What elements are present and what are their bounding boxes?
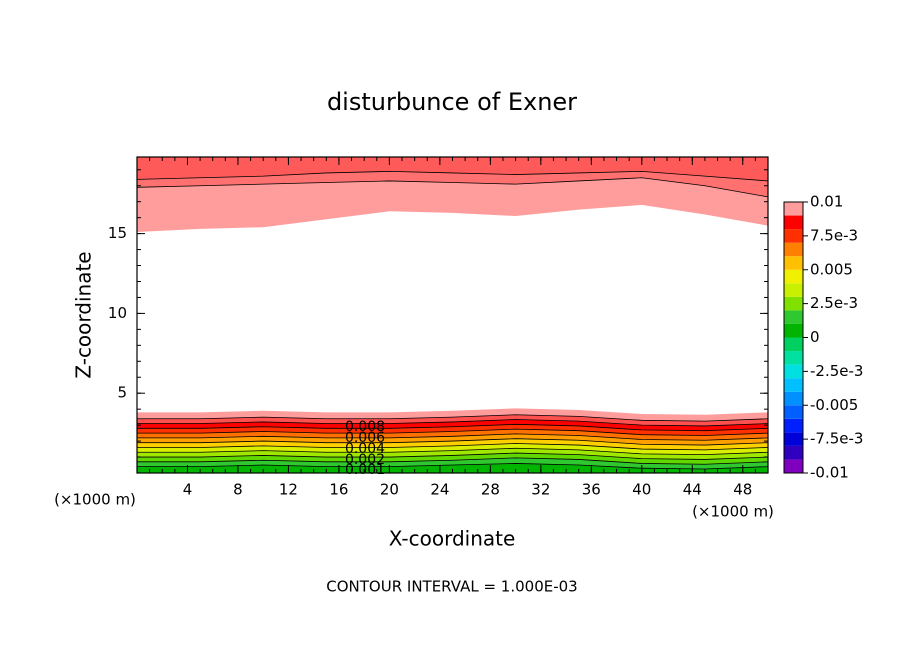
contour-line (137, 428, 769, 436)
colorbar-tick-label: 0.005 (810, 260, 853, 278)
colorbar-swatch (784, 269, 803, 284)
colorbar-swatch (784, 256, 803, 270)
chart-title: disturbunce of Exner (327, 88, 577, 116)
colorbar-swatch (784, 242, 803, 257)
colorbar-tick-label: 7.5e-3 (810, 226, 858, 244)
x-tick-label: 24 (430, 481, 449, 499)
contour-band (137, 448, 768, 460)
x-tick-label: 12 (279, 481, 298, 499)
y-tick-label: 15 (108, 224, 127, 242)
y-tick-label: 5 (117, 384, 127, 402)
contour-line (136, 177, 769, 198)
colorbar-tick-label: -0.01 (810, 464, 849, 482)
contour-line (137, 443, 769, 451)
colorbar-swatch (784, 296, 803, 311)
x-tick-label: 48 (733, 481, 752, 499)
colorbar-tick-label: -0.005 (810, 396, 858, 414)
y-tick-label: 10 (108, 304, 127, 322)
x-axis-label: X-coordinate (389, 527, 516, 551)
contour-line (137, 438, 769, 446)
colorbar-tick-label: 0 (810, 328, 820, 346)
colorbar-swatch (784, 323, 803, 338)
x-tick-label: 28 (481, 481, 500, 499)
x-tick-label: 36 (582, 481, 601, 499)
colorbar-swatch (784, 283, 803, 297)
colorbar-tick-label: -2.5e-3 (810, 362, 863, 380)
x-tick-label: 8 (233, 481, 243, 499)
colorbar-swatch (784, 459, 803, 473)
colorbar-tick-label: 2.5e-3 (810, 294, 858, 312)
colorbar-swatch (784, 405, 803, 419)
colorbar-swatch (784, 364, 803, 379)
x-tick-label: 16 (329, 481, 348, 499)
contour-line (137, 423, 769, 432)
x-tick-label: 32 (531, 481, 550, 499)
colorbar-swatch (784, 351, 803, 365)
x-tick-label: 20 (380, 481, 399, 499)
contour-band (137, 171, 768, 197)
contour-band (137, 424, 768, 436)
colorbar-swatch (784, 310, 803, 324)
contour-label: 0.004 (345, 441, 385, 457)
colorbar-swatch (784, 215, 803, 230)
colorbar-tick-label: 0.01 (810, 193, 843, 211)
colorbar-tick-label: -7.5e-3 (810, 430, 863, 448)
contour-label: 0.008 (345, 419, 385, 435)
x-tick-label: 40 (632, 481, 651, 499)
contour-line (137, 463, 769, 470)
colorbar-swatch (784, 337, 803, 352)
contour-label: 0.001 (345, 462, 385, 478)
contour-line (136, 170, 769, 182)
x-unit-label: (×1000 m) (692, 503, 774, 521)
footer: CONTOUR INTERVAL = 1.000E-03 (326, 578, 577, 596)
contour-line (137, 447, 769, 456)
colorbar-swatch (784, 202, 803, 216)
y-axis-label: Z-coordinate (72, 251, 96, 378)
colorbar-swatch (784, 418, 803, 433)
contour-label: 0.006 (345, 430, 385, 446)
x-tick-label: 44 (683, 481, 702, 499)
contour-band (137, 177, 768, 233)
y-unit-label: (×1000 m) (54, 491, 136, 509)
colorbar-swatch (784, 445, 803, 460)
x-tick-label: 4 (183, 481, 193, 499)
contour-line (137, 414, 769, 422)
contour-line (137, 452, 769, 460)
contour-label: 0.002 (345, 452, 385, 468)
contour-line (137, 457, 769, 465)
colorbar-swatch (784, 391, 803, 406)
colorbar-swatch (784, 378, 803, 392)
contour-band (137, 157, 768, 181)
colorbar-swatch (784, 229, 803, 243)
colorbar-swatch (784, 432, 803, 446)
contour-line (137, 433, 769, 441)
contour-line (137, 419, 769, 427)
